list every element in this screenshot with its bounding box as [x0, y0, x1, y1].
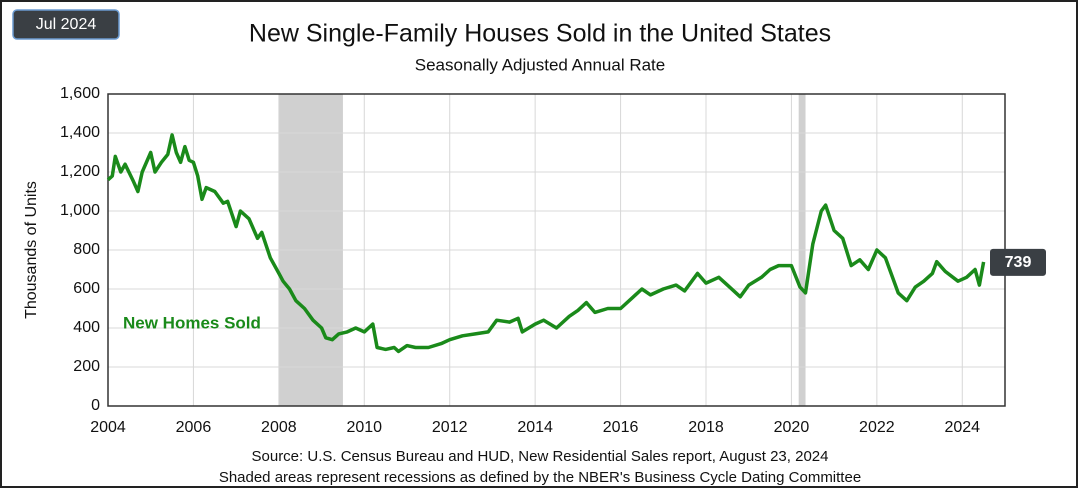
series-line — [106, 133, 986, 354]
x-tick-label: 2014 — [517, 419, 553, 436]
x-tick-label: 2020 — [774, 419, 810, 436]
y-tick-label: 1,200 — [60, 163, 100, 180]
date-badge — [12, 9, 120, 40]
x-tick-label: 2022 — [859, 419, 895, 436]
source: Source: U.S. Census Bureau and HUD, New … — [252, 448, 829, 465]
x-tick-label: 2010 — [346, 419, 382, 436]
y-axis-label: Thousands of Units — [23, 181, 40, 319]
y-tick-label: 1,600 — [60, 85, 100, 102]
x-tick-label: 2008 — [261, 419, 297, 436]
note: Shaded areas represent recessions as def… — [219, 469, 861, 486]
last-value-label: 739 — [1005, 254, 1032, 271]
date-badge-text: Jul 2024 — [36, 16, 97, 33]
x-tick-label: 2012 — [432, 419, 468, 436]
y-tick-label: 600 — [73, 280, 100, 297]
y-tick-label: 800 — [73, 241, 100, 258]
x-tick-label: 2018 — [688, 419, 724, 436]
series-label: New Homes Sold — [123, 313, 261, 332]
x-tick-label: 2004 — [90, 419, 126, 436]
x-tick-label: 2006 — [176, 419, 212, 436]
x-tick-label: 2016 — [603, 419, 639, 436]
x-tick-label: 2024 — [944, 419, 980, 436]
y-tick-label: 1,000 — [60, 202, 100, 219]
y-tick-label: 400 — [73, 319, 100, 336]
y-tick-label: 0 — [91, 397, 100, 414]
y-tick-label: 1,400 — [60, 124, 100, 141]
y-tick-label: 200 — [73, 358, 100, 375]
last-value-badge — [990, 248, 1046, 276]
chart-title: New Single-Family Houses Sold in the Uni… — [249, 20, 831, 48]
chart-subtitle: Seasonally Adjusted Annual Rate — [415, 55, 665, 74]
